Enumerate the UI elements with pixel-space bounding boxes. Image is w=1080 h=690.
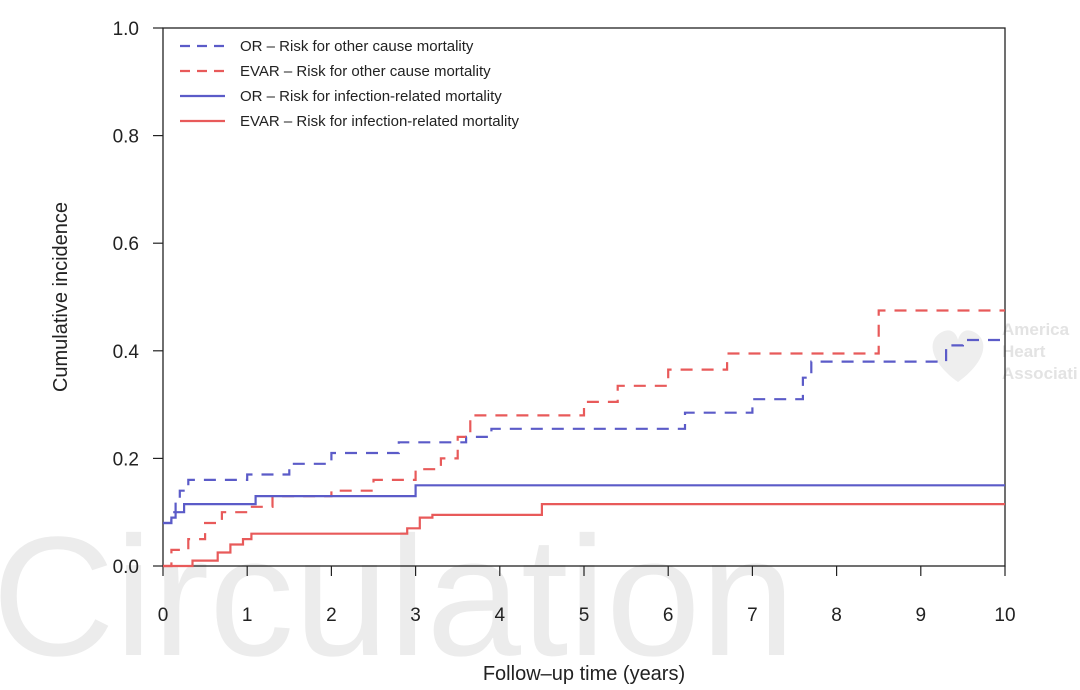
series-line-evar-risk-for-infection-related-mortality bbox=[163, 503, 1005, 568]
y-tick-label: 0.4 bbox=[113, 342, 140, 363]
x-tick-label: 6 bbox=[663, 605, 674, 626]
series-line-or-risk-for-other-cause-mortality bbox=[163, 338, 1005, 525]
x-tick-label: 1 bbox=[242, 605, 253, 626]
legend-entry-or-risk-for-infection-related-mortality: OR – Risk for infection-related mortalit… bbox=[240, 88, 502, 105]
x-tick-label: 0 bbox=[158, 605, 169, 626]
heart-logo-icon bbox=[932, 330, 984, 382]
x-axis-label: Follow–up time (years) bbox=[483, 663, 685, 685]
y-axis-label: Cumulative incidence bbox=[50, 202, 72, 392]
x-tick-label: 8 bbox=[831, 605, 842, 626]
x-tick-label: 10 bbox=[994, 605, 1015, 626]
series-line-or-risk-for-infection-related-mortality bbox=[163, 484, 1005, 525]
x-tick-label: 2 bbox=[326, 605, 337, 626]
y-tick-label: 0.8 bbox=[113, 127, 139, 148]
aha-logo-line-3: Associati bbox=[1002, 364, 1078, 383]
x-tick-label: 5 bbox=[579, 605, 590, 626]
x-tick-label: 3 bbox=[410, 605, 421, 626]
watermark-layer: Circulation bbox=[0, 502, 795, 690]
x-tick-label: 4 bbox=[495, 605, 506, 626]
aha-logo-watermark: America Heart Associati bbox=[932, 320, 1078, 383]
x-tick-label: 9 bbox=[916, 605, 927, 626]
y-axis: 0.0 0.2 0.4 0.6 0.8 1.0 bbox=[113, 19, 163, 578]
x-tick-label: 7 bbox=[747, 605, 758, 626]
legend-entry-evar-risk-for-infection-related-mortality: EVAR – Risk for infection-related mortal… bbox=[240, 113, 519, 130]
circulation-watermark: Circulation bbox=[0, 502, 795, 690]
legend: OR – Risk for other cause mortality EVAR … bbox=[180, 38, 519, 130]
aha-logo-line-2: Heart bbox=[1002, 342, 1046, 361]
x-axis: 0 1 2 3 4 5 6 7 8 9 10 bbox=[158, 566, 1016, 626]
series-line-evar-risk-for-other-cause-mortality bbox=[163, 309, 1005, 568]
y-tick-label: 0.6 bbox=[113, 234, 139, 255]
legend-entry-evar-risk-for-other-cause-mortality: EVAR – Risk for other cause mortality bbox=[240, 63, 491, 80]
aha-logo-line-1: America bbox=[1002, 320, 1070, 339]
y-tick-label: 0.0 bbox=[113, 557, 139, 578]
legend-entry-or-risk-for-other-cause-mortality: OR – Risk for other cause mortality bbox=[240, 38, 474, 55]
y-tick-label: 0.2 bbox=[113, 449, 139, 470]
y-tick-label: 1.0 bbox=[113, 19, 139, 40]
series-layer bbox=[163, 309, 1005, 568]
